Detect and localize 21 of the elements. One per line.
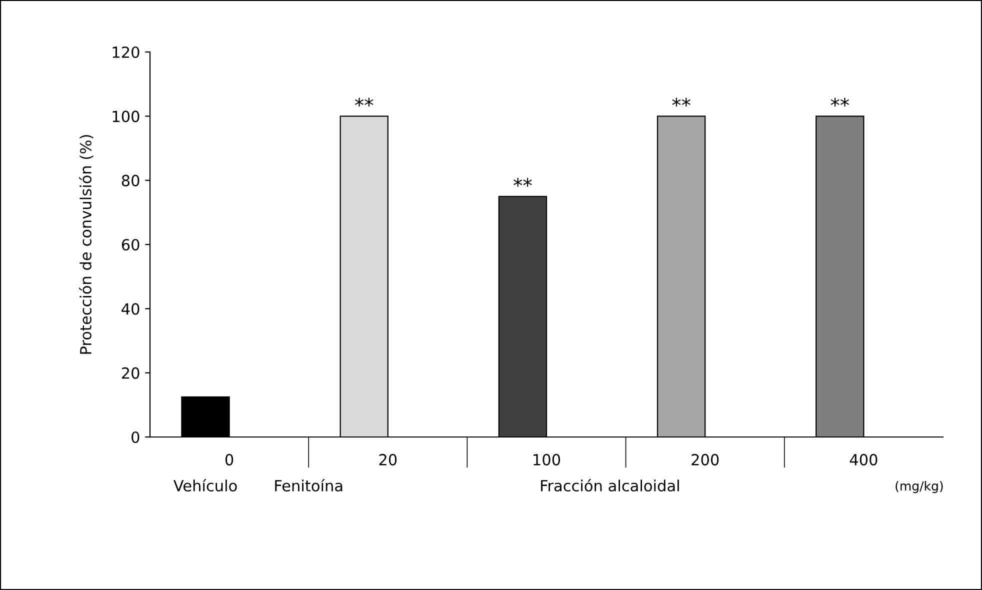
x-tick-label: 400: [850, 454, 878, 466]
annotation: **: [830, 98, 850, 107]
y-axis-title: Protección de convulsión (%): [79, 135, 94, 354]
text: (mg/kg): [896, 481, 943, 494]
text: Fenitoína: [275, 479, 342, 492]
y-tick-label: 20: [122, 367, 140, 379]
annotation: **: [354, 98, 374, 107]
y-tick-label: 120: [112, 46, 140, 58]
y-tick-label: 100: [112, 110, 140, 122]
y-tick-label: 80: [122, 174, 140, 186]
x-tick-label: 20: [379, 454, 397, 466]
annotation: **: [514, 178, 532, 187]
text: Vehículo: [173, 479, 237, 492]
x-tick-label: 0: [225, 454, 234, 466]
y-tick-label: 60: [122, 238, 140, 251]
x-tick-label: 100: [534, 454, 560, 466]
y-tick-label: 0: [132, 431, 140, 444]
text: Fracción alcaloidal: [541, 479, 679, 492]
annotation: **: [672, 98, 690, 107]
y-tick-label: 40: [122, 303, 140, 315]
x-tick-label: 200: [692, 454, 719, 466]
